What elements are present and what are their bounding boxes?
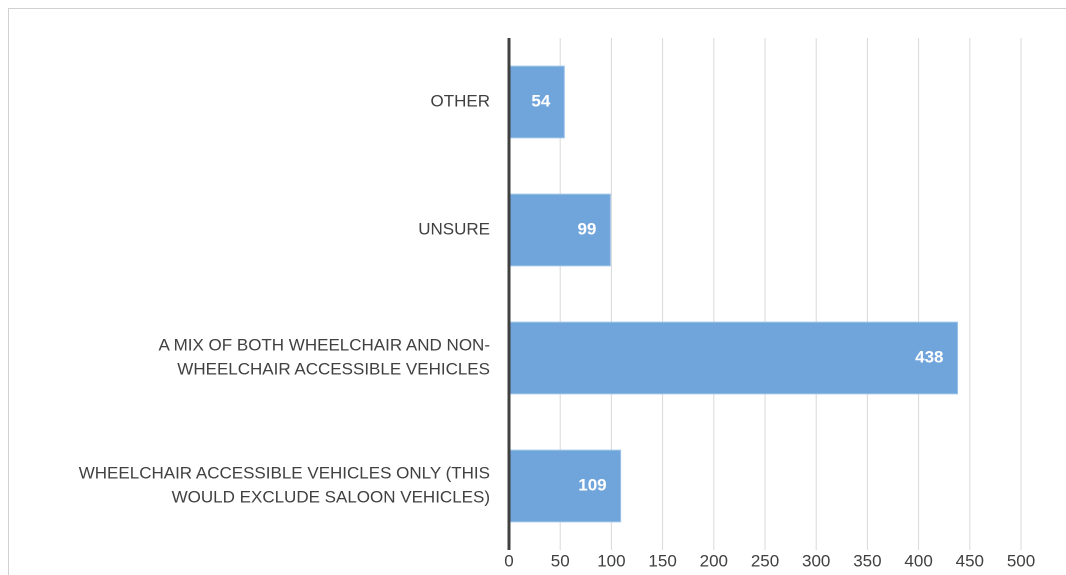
x-tick-label: 150 — [648, 551, 676, 570]
x-tick-label: 400 — [904, 551, 932, 570]
x-tick-label: 50 — [551, 551, 570, 570]
x-tick-label: 0 — [504, 551, 513, 570]
y-tick-label: A MIX OF BOTH WHEELCHAIR AND NON- — [158, 335, 490, 354]
y-tick-label: UNSURE — [418, 219, 490, 238]
x-tick-label: 100 — [597, 551, 625, 570]
x-tick-label: 250 — [751, 551, 779, 570]
y-tick-label: WHEELCHAIR ACCESSIBLE VEHICLES — [177, 359, 490, 378]
data-label: 109 — [578, 475, 606, 494]
x-tick-label: 350 — [853, 551, 881, 570]
x-tick-label: 300 — [802, 551, 830, 570]
bar — [508, 193, 611, 267]
y-tick-label: OTHER — [431, 91, 491, 110]
data-label: 438 — [915, 347, 943, 366]
x-tick-label: 450 — [956, 551, 984, 570]
y-tick-label: WOULD EXCLUDE SALOON VEHICLES) — [172, 487, 490, 506]
bar — [508, 449, 622, 523]
x-tick-label: 200 — [700, 551, 728, 570]
data-label: 99 — [577, 219, 596, 238]
bar — [508, 65, 565, 139]
data-label: 54 — [531, 91, 550, 110]
x-tick-label: 500 — [1007, 551, 1035, 570]
bar — [508, 321, 959, 395]
y-tick-label: WHEELCHAIR ACCESSIBLE VEHICLES ONLY (THI… — [79, 463, 490, 482]
